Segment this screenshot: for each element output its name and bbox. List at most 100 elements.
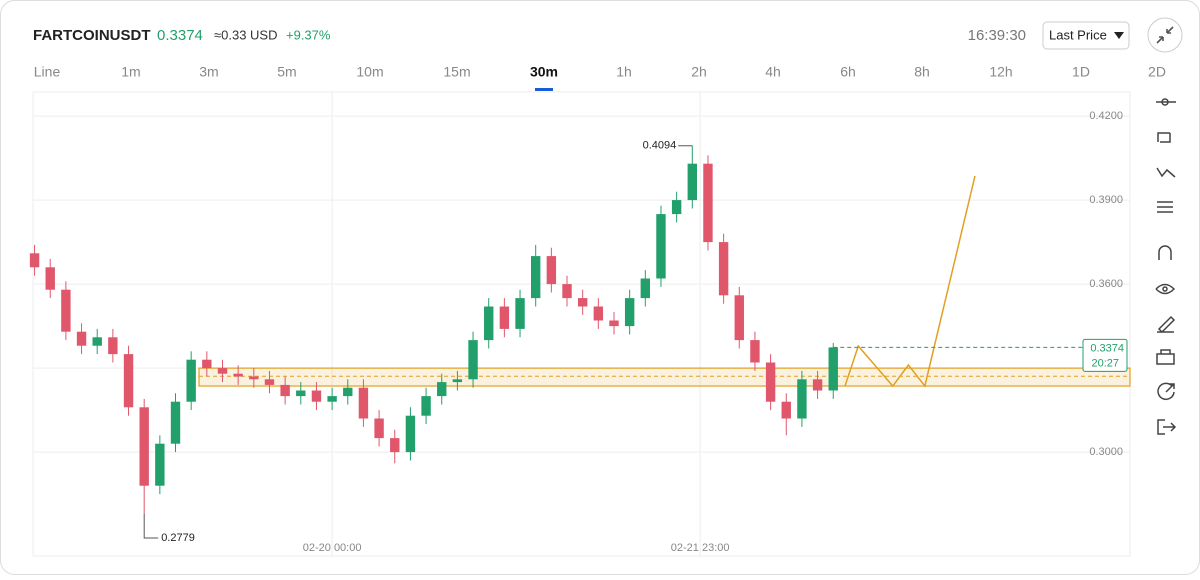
candle-body	[123, 354, 134, 408]
candle-body	[812, 379, 823, 391]
candle-body	[562, 284, 572, 299]
candle-body	[828, 347, 838, 391]
price-type-select[interactable]	[1042, 21, 1130, 50]
x-tick-label: 02-21 23:00	[671, 542, 730, 554]
countdown-label: 20:27	[1091, 357, 1119, 369]
candle-body	[374, 418, 384, 439]
candle-body	[45, 267, 55, 290]
candle-body	[76, 331, 87, 346]
candle-body	[577, 298, 588, 307]
candle-body	[546, 256, 557, 285]
magnet-tool[interactable]	[1158, 245, 1172, 260]
eye-tool[interactable]	[1155, 283, 1176, 295]
indicator-tool[interactable]	[1157, 201, 1173, 213]
interval-tab[interactable]: Line	[34, 64, 61, 80]
interval-tab[interactable]: 12h	[989, 64, 1012, 80]
usd-approx: ≈0.33 USD	[214, 27, 278, 42]
candle-body	[296, 390, 306, 397]
candle-body	[61, 289, 71, 332]
candle-body	[640, 278, 651, 299]
candle-body	[781, 401, 791, 419]
candle-body	[687, 163, 697, 201]
candle-body	[671, 200, 682, 215]
candle-body	[656, 214, 666, 279]
candle-body	[609, 320, 619, 327]
candle-body	[703, 163, 713, 243]
interval-tab[interactable]: 2D	[1148, 64, 1166, 80]
candle-body	[29, 253, 40, 268]
interval-tab[interactable]: 1D	[1072, 64, 1090, 80]
support-zone	[198, 367, 1131, 387]
interval-tab[interactable]: 1h	[616, 64, 632, 80]
lock-tool[interactable]	[1156, 349, 1175, 365]
candle-body	[390, 438, 400, 453]
candle-body	[311, 390, 322, 402]
shape-tool[interactable]	[1157, 132, 1171, 143]
exit-tool[interactable]	[1157, 419, 1177, 435]
interval-tab[interactable]: 3m	[199, 64, 218, 80]
price: 0.3374	[157, 27, 203, 44]
candle-body	[437, 382, 447, 397]
last-price-box	[1082, 338, 1128, 372]
interval-tab[interactable]: 8h	[914, 64, 930, 80]
projection-line	[844, 175, 976, 388]
candle-body	[405, 415, 416, 453]
interval-tab[interactable]: 15m	[443, 64, 470, 80]
share-tool[interactable]	[1157, 382, 1175, 401]
candle-body	[452, 379, 463, 383]
active-tab-indicator	[535, 88, 553, 91]
interval-tab[interactable]: 2h	[691, 64, 707, 80]
candle-body	[499, 306, 510, 329]
collapse-icon	[1156, 26, 1174, 44]
candle-body	[797, 379, 807, 419]
pencil-tool[interactable]	[1157, 315, 1176, 334]
interval-tab[interactable]: 6h	[840, 64, 856, 80]
trendline-tool[interactable]	[1156, 98, 1176, 106]
candle-body	[468, 340, 478, 380]
symbol[interactable]: FARTCOINUSDT	[33, 27, 151, 44]
candle-body	[327, 396, 337, 402]
low-marker-line	[143, 513, 159, 539]
candle-body	[358, 387, 369, 419]
candle-body	[92, 337, 102, 346]
change: +9.37%	[286, 27, 331, 42]
low-marker-label: 0.2779	[161, 532, 195, 544]
plot-frame	[32, 91, 1131, 557]
price-type: Last Price	[1049, 27, 1107, 42]
interval-tab[interactable]: 10m	[356, 64, 383, 80]
candle-body	[280, 384, 290, 397]
candle-body	[734, 295, 744, 341]
high-marker-label: 0.4094	[643, 140, 677, 152]
candle-body	[624, 298, 635, 327]
candle-body	[765, 362, 776, 402]
fib-tool[interactable]	[1156, 167, 1176, 178]
y-tick-label: 0.3600	[1089, 278, 1123, 290]
collapse-button[interactable]	[1147, 17, 1183, 53]
last-price-label: 0.3374	[1090, 342, 1124, 354]
candle-body	[264, 379, 275, 385]
x-tick-label: 02-20 00:00	[303, 542, 362, 554]
candle-body	[249, 376, 259, 380]
candle-body	[217, 368, 228, 374]
candle-body	[186, 359, 196, 402]
candle-body	[515, 298, 525, 329]
candle-body	[343, 387, 353, 397]
candle-body	[530, 256, 541, 299]
candle-body	[202, 359, 212, 369]
candle-body	[484, 306, 494, 341]
y-tick-label: 0.3900	[1089, 194, 1123, 206]
interval-tab[interactable]: 30m	[530, 64, 558, 80]
clock: 16:39:30	[968, 27, 1026, 44]
interval-tab[interactable]: 1m	[121, 64, 140, 80]
interval-tab[interactable]: 4h	[765, 64, 781, 80]
candle-body	[750, 340, 760, 363]
interval-tab[interactable]: 5m	[277, 64, 296, 80]
candle-body	[593, 306, 604, 321]
candle-body	[108, 337, 118, 355]
y-tick-label: 0.3000	[1089, 446, 1123, 458]
toolbar	[1155, 98, 1177, 435]
candle-body	[155, 443, 165, 486]
